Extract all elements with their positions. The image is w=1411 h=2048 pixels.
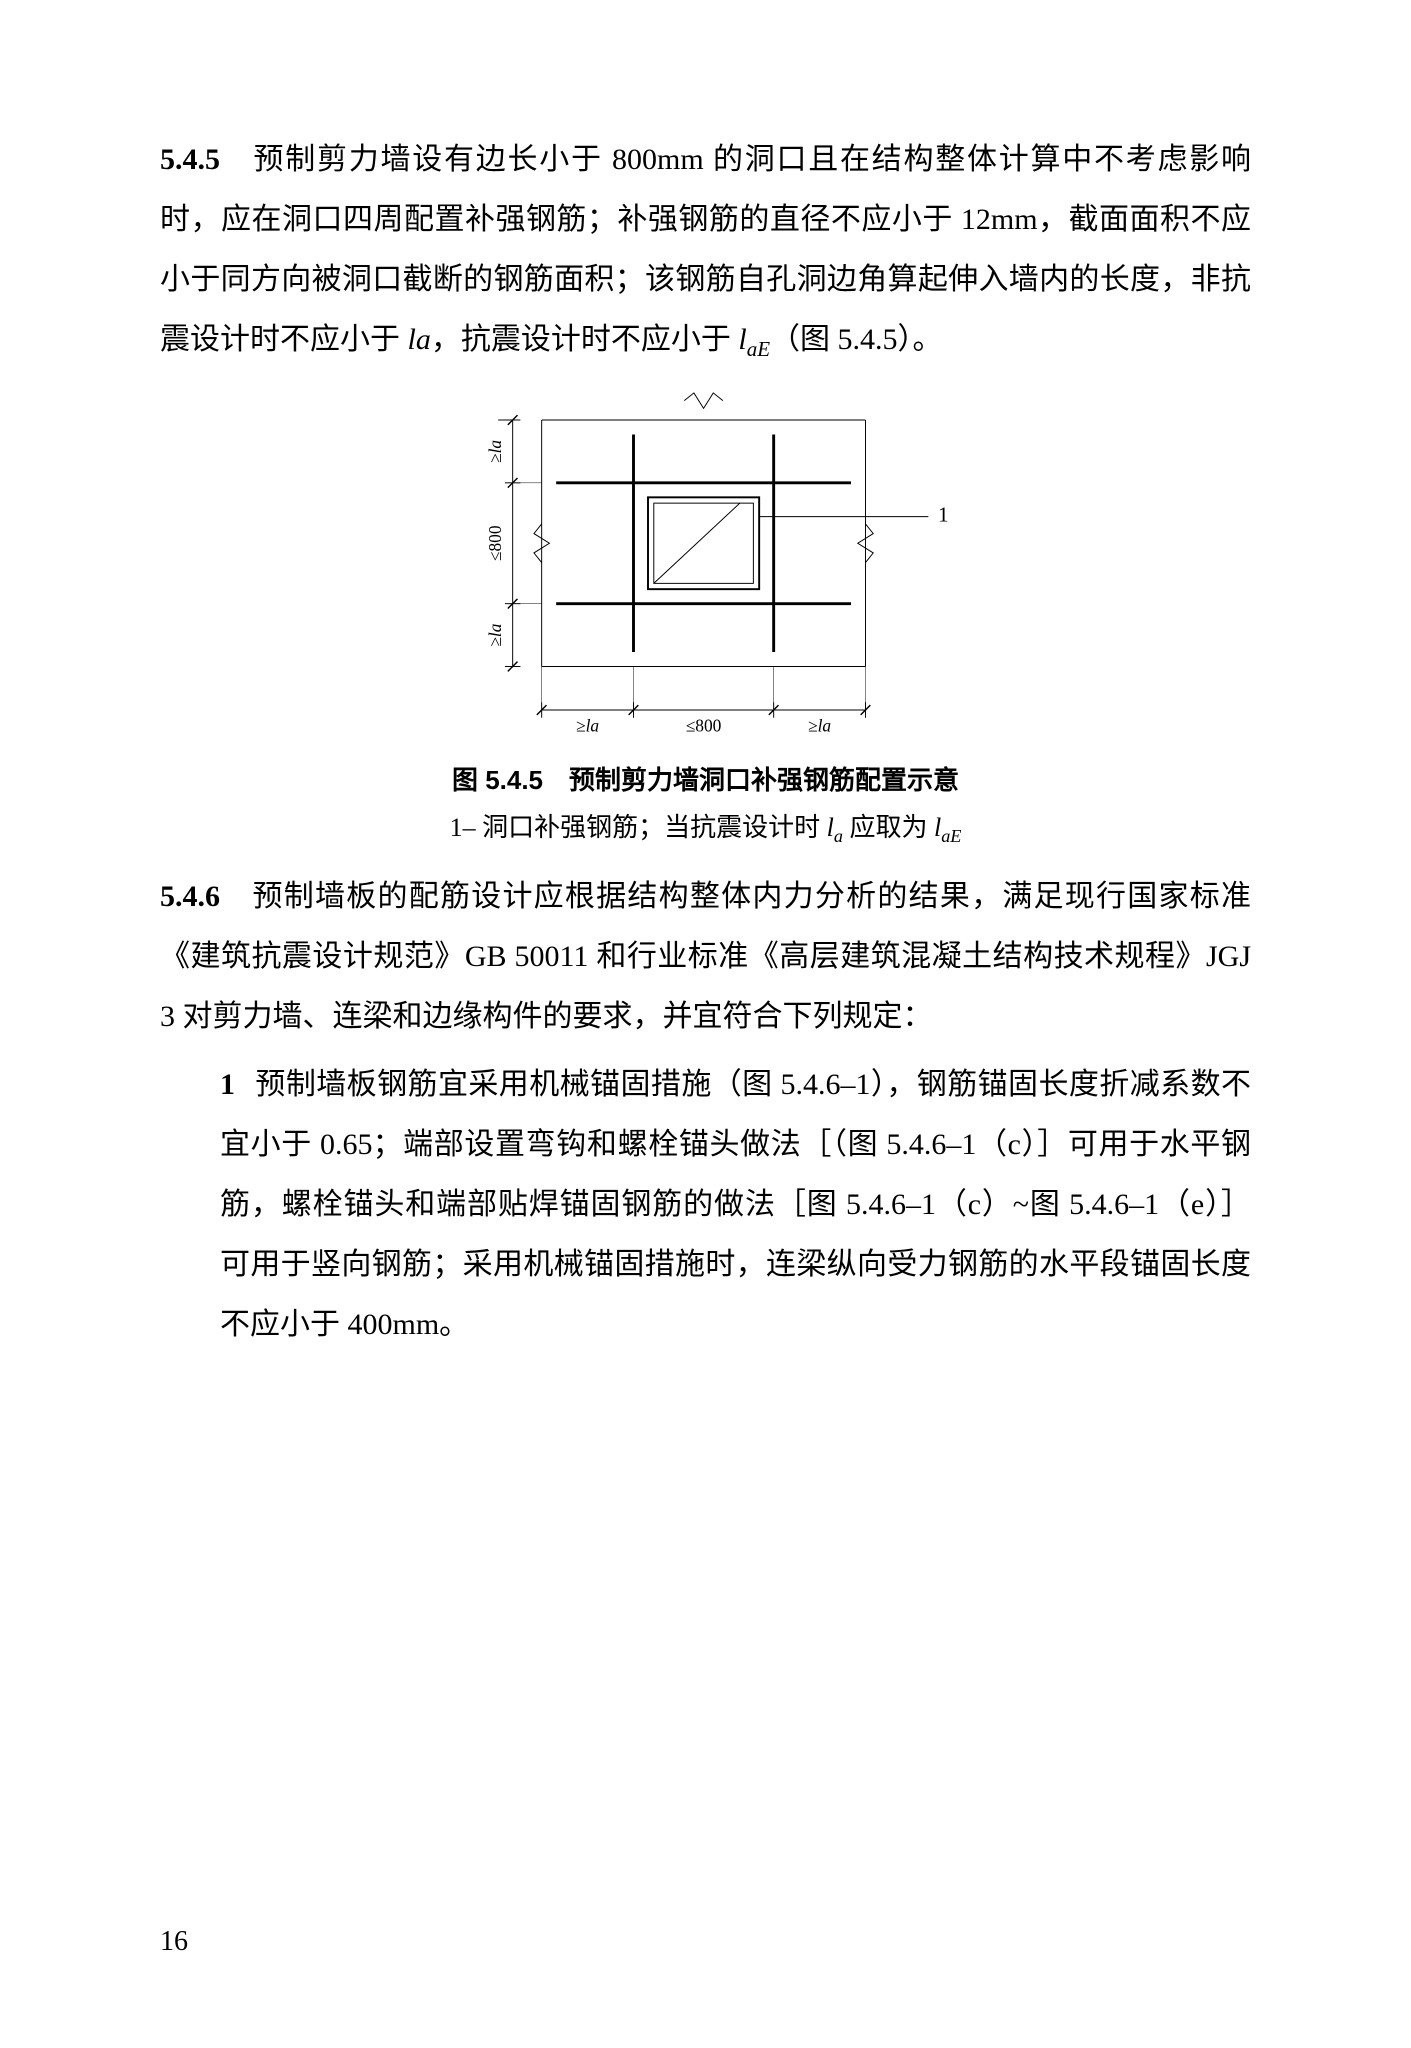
svg-text:≥la: ≥la	[485, 623, 505, 646]
section-545-text-post: （图 5.4.5）。	[770, 323, 943, 356]
section-545-text-mid: ，抗震设计时不应小于	[431, 323, 739, 356]
svg-text:≤800: ≤800	[485, 525, 505, 561]
svg-text:≥la: ≥la	[576, 715, 599, 735]
figure-diagram: 1 ≥la ≤800 ≥la ≥la ≤800 ≥la	[416, 380, 996, 750]
svg-text:1: 1	[938, 503, 949, 527]
page-number: 16	[160, 1926, 188, 1958]
var-la: la	[408, 323, 431, 356]
figure-caption: 图 5.4.5 预制剪力墙洞口补强钢筋配置示意	[160, 760, 1251, 797]
figure-545: 1 ≥la ≤800 ≥la ≥la ≤800 ≥la 图 5.4.5 预制剪力墙洞口补强钢…	[160, 380, 1251, 847]
section-545-label: 5.4.5	[160, 143, 220, 176]
svg-text:≥la: ≥la	[808, 715, 831, 735]
section-546-item1: 1预制墙板钢筋宜采用机械锚固措施（图 5.4.6–1），钢筋锚固长度折减系数不宜…	[160, 1055, 1251, 1355]
var-lae-sub: aE	[747, 337, 770, 361]
section-546: 5.4.6 预制墙板的配筋设计应根据结构整体内力分析的结果，满足现行国家标准《建…	[160, 867, 1251, 1047]
section-546-label: 5.4.6	[160, 880, 220, 913]
svg-text:≥la: ≥la	[485, 440, 505, 463]
var-lae-base: l	[738, 323, 746, 356]
section-545: 5.4.5 预制剪力墙设有边长小于 800mm 的洞口且在结构整体计算中不考虑影…	[160, 130, 1251, 370]
item1-number: 1	[220, 1068, 235, 1101]
item1-text: 预制墙板钢筋宜采用机械锚固措施（图 5.4.6–1），钢筋锚固长度折减系数不宜小…	[220, 1068, 1251, 1341]
figure-note: 1– 洞口补强钢筋；当抗震设计时 la 应取为 laE	[160, 807, 1251, 847]
section-546-text: 预制墙板的配筋设计应根据结构整体内力分析的结果，满足现行国家标准《建筑抗震设计规…	[160, 880, 1251, 1033]
svg-text:≤800: ≤800	[685, 715, 721, 735]
